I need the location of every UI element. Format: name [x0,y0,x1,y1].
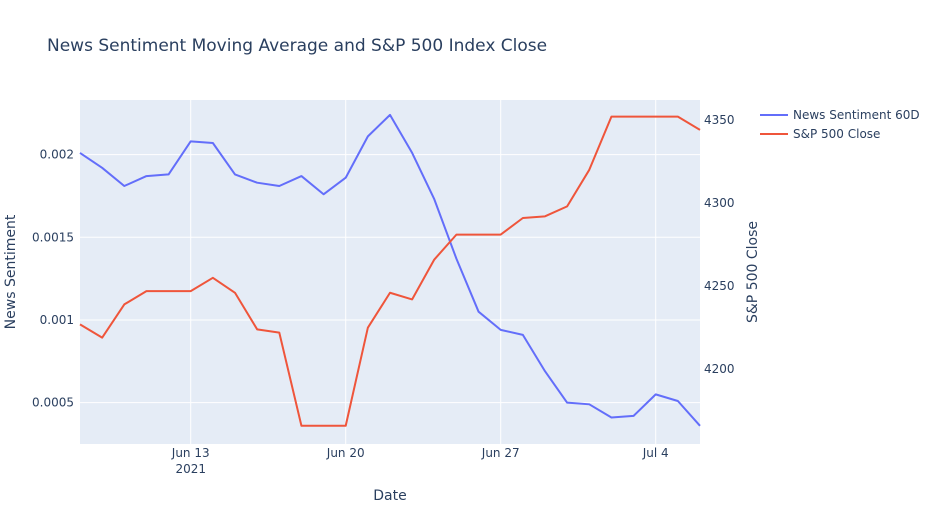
x-tick-label: Jun 20 [326,446,365,460]
y-right-tick-label: 4250 [704,279,735,293]
x-tick-label: Jun 13 [171,446,210,460]
series-line [79,113,701,427]
y-right-tick-label: 4200 [704,362,735,376]
series-line [79,115,701,427]
y-right-tick-label: 4350 [704,113,735,127]
series-sp500 [79,115,701,427]
plot-area [80,100,700,444]
legend-item-news-sentiment[interactable]: News Sentiment 60D [760,108,920,122]
series-news-sentiment [79,113,701,427]
chart-title: News Sentiment Moving Average and S&P 50… [47,36,547,56]
legend-item-sp500[interactable]: S&P 500 Close [760,127,880,141]
y-axis-left-title: News Sentiment [3,214,19,329]
legend-label-sp500: S&P 500 Close [793,127,880,141]
series-lines [79,113,701,427]
y-left-tick-label: 0.001 [40,313,74,327]
x-tick-label: Jul 4 [642,446,669,460]
y-axis-right-title: S&P 500 Close [745,221,761,323]
legend[interactable]: News Sentiment 60D S&P 500 Close [760,108,920,141]
y-left-tick-label: 0.002 [40,148,74,162]
tick-labels: 0.0005 0.001 0.0015 0.002 4200 4250 4300 4350 Ju… [32,113,735,476]
y-left-tick-label: 0.0015 [32,230,74,244]
gridlines [80,100,700,444]
legend-label-news-sentiment: News Sentiment 60D [793,108,920,122]
y-left-tick-label: 0.0005 [32,396,74,410]
x-axis-title: Date [373,488,406,504]
y-right-tick-label: 4300 [704,196,735,210]
x-tick-label: Jun 27 [481,446,520,460]
x-tick-sublabel: 2021 [175,462,206,476]
